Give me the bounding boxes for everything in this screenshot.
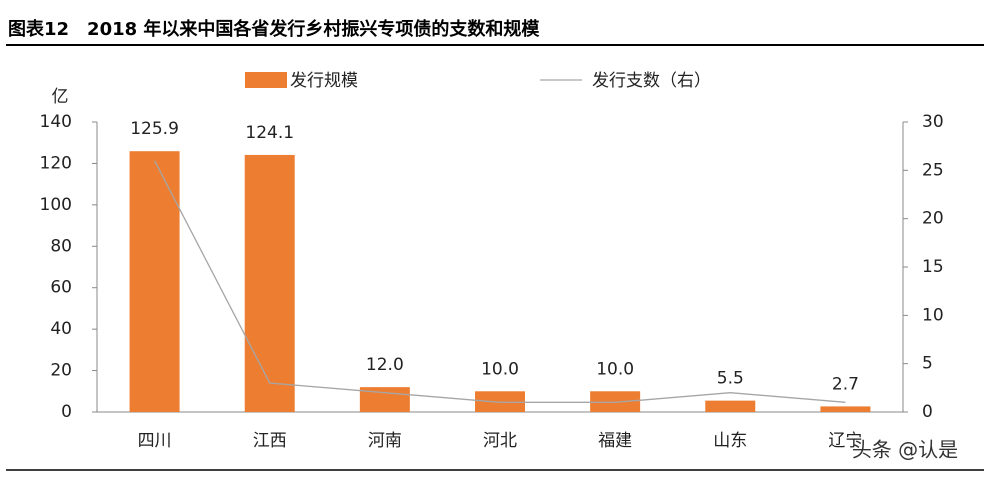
- y-axis-unit: 亿: [52, 87, 69, 107]
- chart-title: 图表12 2018 年以来中国各省发行乡村振兴专项债的支数和规模: [8, 18, 540, 40]
- bar: [129, 151, 180, 412]
- data-label: 12.0: [366, 355, 404, 375]
- y2-tick-label: 30: [922, 112, 944, 132]
- data-label: 125.9: [130, 119, 179, 139]
- data-label: 5.5: [717, 369, 744, 389]
- y-tick-label: 120: [40, 153, 72, 173]
- y2-tick-label: 15: [922, 257, 944, 277]
- data-label: 124.1: [245, 123, 294, 143]
- watermark: 头条 @认是: [852, 438, 958, 462]
- legend-swatch: [245, 72, 287, 88]
- x-tick-label: 福建: [598, 431, 632, 451]
- x-tick-label: 辽宁: [828, 431, 862, 451]
- x-tick-label: 四川: [138, 431, 172, 451]
- x-tick-label: 山东: [713, 431, 747, 451]
- data-label: 10.0: [596, 359, 634, 379]
- bar: [244, 154, 295, 412]
- y2-tick-label: 5: [922, 354, 933, 374]
- bar: [820, 406, 871, 412]
- line: [153, 160, 846, 403]
- y2-tick-label: 10: [922, 305, 944, 325]
- y-tick-label: 100: [40, 195, 72, 215]
- y2-tick-label: 20: [922, 209, 944, 229]
- data-label: 10.0: [481, 359, 519, 379]
- data-label: 2.7: [832, 374, 859, 394]
- y2-tick-label: 0: [922, 402, 933, 422]
- y-tick-label: 0: [61, 402, 72, 422]
- x-tick-label: 河南: [368, 431, 402, 451]
- bar: [590, 391, 641, 412]
- y-tick-label: 60: [50, 278, 72, 298]
- legend-label: 发行规模: [290, 71, 358, 91]
- y-tick-label: 80: [50, 236, 72, 256]
- bar: [705, 400, 756, 412]
- y2-tick-label: 25: [922, 160, 944, 180]
- y-tick-label: 40: [50, 319, 72, 339]
- bar: [475, 391, 525, 412]
- y-tick-label: 20: [50, 361, 72, 381]
- y-tick-label: 140: [40, 112, 72, 132]
- legend-label: 发行支数（右）: [592, 71, 711, 91]
- x-tick-label: 江西: [253, 431, 287, 451]
- x-tick-label: 河北: [483, 431, 517, 451]
